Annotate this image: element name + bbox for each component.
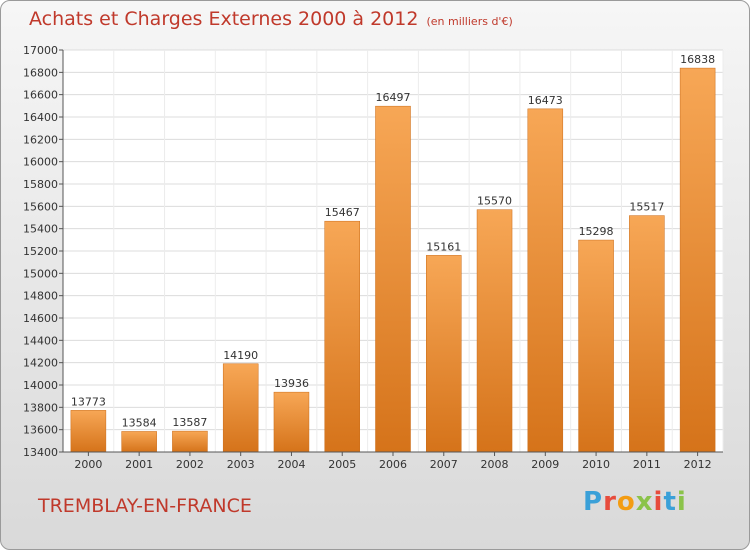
y-tick-label: 13800 [23,401,58,414]
bar-value-label: 15161 [426,240,461,253]
y-tick-label: 14600 [23,312,58,325]
axes [59,49,723,456]
chart-title: Achats et Charges Externes 2000 à 2012 (e… [29,8,513,30]
title-text: Achats et Charges Externes 2000 à 2012 [29,8,419,30]
y-tick-label: 16800 [23,66,58,79]
x-tick-label: 2004 [277,458,305,471]
x-tick-label: 2003 [227,458,255,471]
bar-value-label: 15517 [629,201,664,214]
bar-value-label: 16497 [376,91,411,104]
logo-letter: i [676,487,687,517]
y-tick-label: 14800 [23,290,58,303]
x-tick-label: 2011 [633,458,661,471]
x-tick-label: 2012 [684,458,712,471]
y-tick-label: 14000 [23,379,58,392]
bar-value-label: 15570 [477,195,512,208]
logo-letter: t [663,487,677,517]
y-tick-label: 15000 [23,267,58,280]
bar [375,105,411,453]
bar-value-label: 13773 [71,395,106,408]
y-tick-label: 15800 [23,178,58,191]
bar-value-label: 13584 [122,416,157,429]
bar [578,239,614,453]
y-tick-label: 16600 [23,89,58,102]
bars [70,67,716,453]
y-tick-label: 16200 [23,133,58,146]
y-tick-label: 17000 [23,44,58,57]
y-tick-label: 16400 [23,111,58,124]
y-tick-label: 14200 [23,357,58,370]
x-tick-label: 2006 [379,458,407,471]
bar-value-label: 15298 [579,225,614,238]
y-tick-label: 14400 [23,334,58,347]
bar-value-label: 16473 [528,94,563,107]
bar [426,255,462,453]
x-tick-label: 2010 [582,458,610,471]
bar [629,215,665,453]
bar-value-label: 13936 [274,377,309,390]
x-tick-label: 2005 [328,458,356,471]
bar [70,410,107,453]
bar-value-label: 15467 [325,206,360,219]
bar [476,209,513,453]
logo-letter: r [603,487,617,517]
bar [222,363,259,453]
location-label: TREMBLAY-EN-FRANCE [38,495,252,517]
bar-value-label: 16838 [680,53,715,66]
bar [172,430,208,453]
chart-subtitle: (en milliers d'€) [426,15,513,28]
bar [324,220,360,453]
bar [679,67,716,453]
x-tick-label: 2008 [481,458,509,471]
logo-letter: x [635,487,654,517]
x-tick-label: 2002 [176,458,204,471]
logo-letter: i [653,487,664,517]
y-tick-label: 16000 [23,156,58,169]
y-tick-label: 15600 [23,200,58,213]
bar [527,108,564,453]
proxiti-logo: Proxiti [583,487,687,517]
y-tick-label: 13400 [23,446,58,459]
bar-value-label: 13587 [172,416,207,429]
labels: 13400 13600 13800 14000 14200 14400 14600 14800… [23,44,715,471]
x-tick-label: 2007 [430,458,458,471]
x-tick-label: 2009 [531,458,559,471]
logo-letter: o [616,487,636,517]
y-tick-label: 15400 [23,223,58,236]
bar [121,431,157,453]
bar [273,391,310,453]
y-tick-label: 15200 [23,245,58,258]
bar-value-label: 14190 [223,349,258,362]
x-tick-label: 2001 [125,458,153,471]
logo-letter: P [583,487,604,517]
x-tick-label: 2000 [74,458,102,471]
y-tick-label: 13600 [23,424,58,437]
